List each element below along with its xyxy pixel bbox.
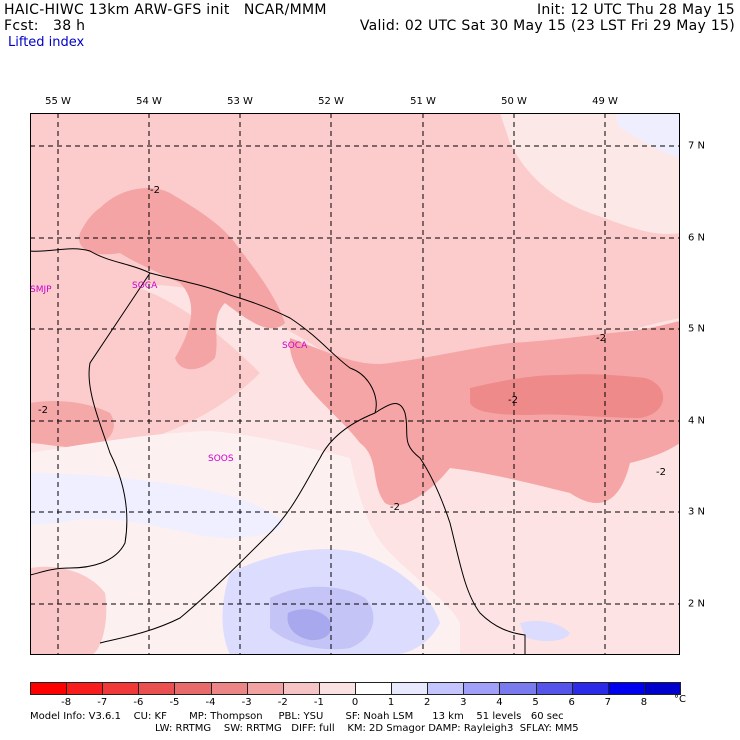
lon-label-49w: 49 W <box>592 96 618 107</box>
lat-label-2n: 2 N <box>688 598 706 610</box>
colorbar-tick-label: -4 <box>205 697 216 708</box>
colorbar-cell <box>499 682 537 695</box>
field-label: Lifted index <box>8 35 85 50</box>
colorbar-tick-label: 7 <box>604 697 611 708</box>
header-title: HAIC-HIWC 13km ARW-GFS init NCAR/MMM <box>4 2 327 18</box>
colorbar-tick-label: 0 <box>351 697 359 708</box>
colorbar-cell <box>318 682 356 695</box>
lon-label-50w: 50 W <box>501 96 527 107</box>
station-label-smjp: SMJP <box>30 285 52 295</box>
colorbar-tick-label: 3 <box>460 697 467 708</box>
lifted-index-region-minus2-guyana <box>79 188 286 370</box>
colorbar-cell <box>282 682 320 695</box>
station-label-soos: SOOS <box>208 454 234 464</box>
colorbar-cell <box>535 682 573 695</box>
lon-label-55w: 55 W <box>45 96 71 107</box>
colorbar-cell <box>174 682 212 695</box>
border-guyana-suriname <box>30 272 151 576</box>
lat-label-3n: 3 N <box>688 506 706 518</box>
lifted-index-region-minus3-east <box>470 374 664 418</box>
lifted-index-region-plus3-south <box>287 609 332 641</box>
lon-label-52w: 52 W <box>318 96 344 107</box>
header-forecast-hour: Fcst: 38 h <box>4 18 86 34</box>
station-label-soca: SOCA <box>282 341 308 351</box>
lat-label-6n: 6 N <box>688 232 706 244</box>
colorbar-cell <box>66 682 104 695</box>
colorbar-tick-label: -3 <box>241 697 252 708</box>
colorbar-tick-label: -7 <box>97 697 108 708</box>
header-valid-time: Valid: 02 UTC Sat 30 May 15 (23 LST Fri … <box>359 18 735 34</box>
colorbar-tick-label: 4 <box>496 697 503 708</box>
contour-label: -2 <box>150 185 160 196</box>
colorbar-tick-label: -1 <box>313 697 324 708</box>
border-suriname-brazil <box>99 412 376 644</box>
footer-physics-info: LW: RRTMG SW: RRTMG DIFF: full KM: 2D Sm… <box>155 723 579 734</box>
lifted-index-region-minus1-north <box>30 113 680 368</box>
contour-label: -2 <box>508 395 518 406</box>
lifted-index-region-near-zero-ne <box>500 113 680 234</box>
colorbar-unit: °C <box>674 694 686 705</box>
colorbar-cell <box>391 682 429 695</box>
contour-label: -2 <box>38 405 48 416</box>
colorbar-cell <box>102 682 140 695</box>
lifted-index-region-minus1-west <box>30 259 260 443</box>
colorbar-cell <box>571 682 609 695</box>
lon-label-54w: 54 W <box>136 96 162 107</box>
contour-label: -2 <box>596 333 606 344</box>
station-label-soca-west: SOCA <box>132 281 158 291</box>
map-panel: -2 -2 -2 -2 -2 -2 SMJP SOCA SOCA SOOS <box>30 113 680 655</box>
colorbar-tick-label: -6 <box>133 697 144 708</box>
footer-model-info: Model Info: V3.6.1 CU: KF MP: Thompson P… <box>30 711 564 722</box>
colorbar-tick-label: 5 <box>532 697 539 708</box>
lifted-index-region-minus1-sw <box>30 566 107 655</box>
colorbar-tick-label: 1 <box>387 697 395 708</box>
colorbar-tick-label: -2 <box>277 697 288 708</box>
lon-label-51w: 51 W <box>410 96 436 107</box>
colorbar-cell <box>607 682 645 695</box>
colorbar-cell <box>210 682 248 695</box>
contour-label: -2 <box>390 502 400 513</box>
map-frame <box>30 113 680 655</box>
lifted-index-region-minus2-east <box>289 321 680 506</box>
lat-label-5n: 5 N <box>688 323 706 335</box>
lat-label-7n: 7 N <box>688 140 706 152</box>
colorbar-cell <box>427 682 465 695</box>
lifted-index-region-minus2-sw <box>30 401 114 448</box>
colorbar-cell <box>355 682 393 695</box>
colorbar-cell <box>246 682 284 695</box>
lifted-index-region-positive-band-west <box>30 473 285 539</box>
lifted-index-region-plus1-se <box>520 621 570 642</box>
graticule <box>30 113 680 655</box>
colorbar-cell <box>30 682 68 695</box>
coastline-north <box>30 248 377 414</box>
colorbar-cell <box>463 682 501 695</box>
colorbar-tick-label: -8 <box>61 697 72 708</box>
contour-label: -2 <box>656 467 666 478</box>
colorbar-tick-label: 2 <box>424 697 431 708</box>
header-init-time: Init: 12 UTC Thu 28 May 15 <box>536 2 735 18</box>
colorbar-tick-label: 8 <box>640 697 648 708</box>
colorbar-cell <box>138 682 176 695</box>
colorbar-tick-label: 6 <box>568 697 575 708</box>
colorbar-cell <box>643 682 681 695</box>
border-french-guiana-brazil <box>374 403 526 655</box>
colorbar-tick-label: -5 <box>169 697 180 708</box>
lon-label-53w: 53 W <box>227 96 253 107</box>
lat-label-4n: 4 N <box>688 415 706 427</box>
lifted-index-region-positive-ne <box>615 113 680 158</box>
